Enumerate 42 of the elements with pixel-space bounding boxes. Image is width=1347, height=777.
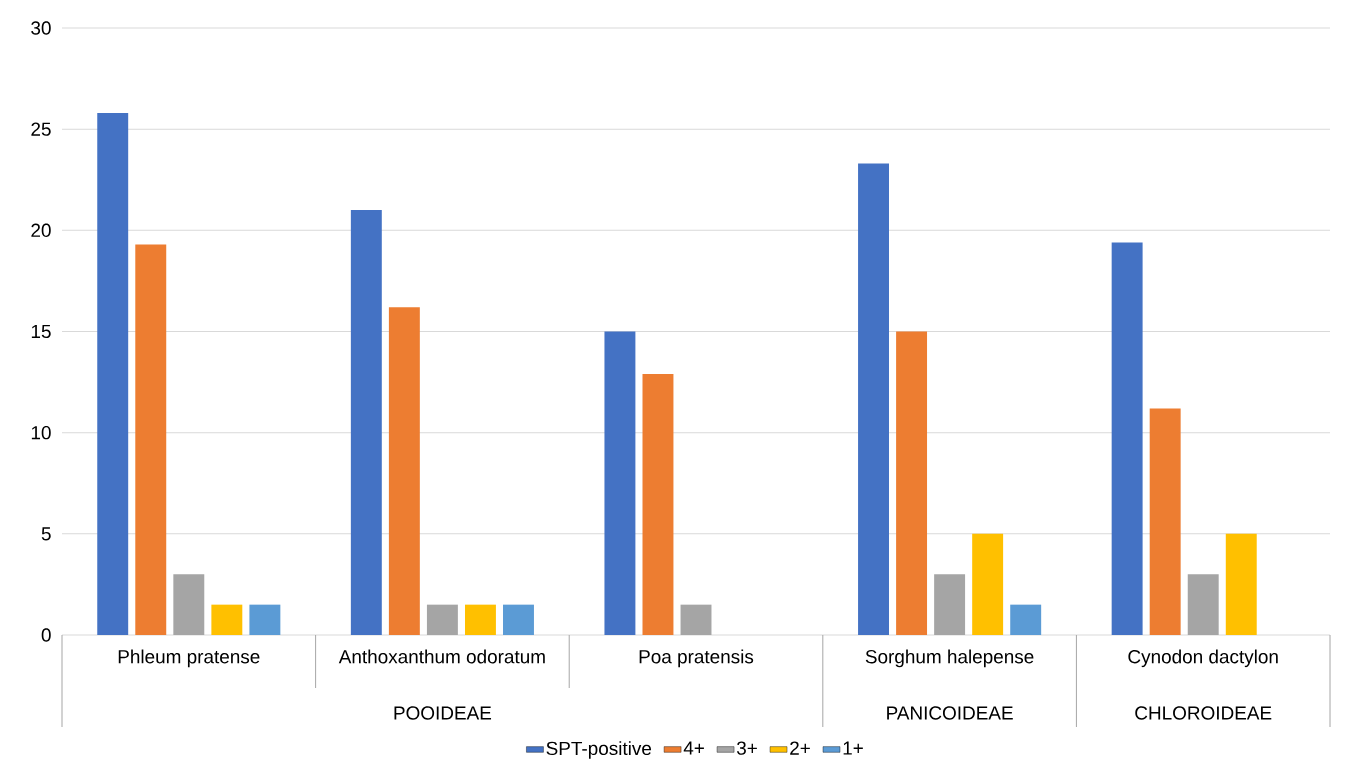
bar <box>249 604 281 635</box>
bar <box>896 331 928 635</box>
legend-label: 1+ <box>843 741 863 755</box>
bar <box>1010 604 1042 635</box>
y-tick-label: 0 <box>41 628 51 642</box>
text: CHLOROIDEAE <box>1135 706 1272 720</box>
x-tick-label: Poa pratensis <box>639 649 754 668</box>
text: PANICOIDEAE <box>887 706 1013 720</box>
y-tick-label: 25 <box>31 122 51 136</box>
bar <box>1149 408 1181 635</box>
x-tick-label: Anthoxanthum odoratum <box>338 649 545 664</box>
bar <box>426 604 458 635</box>
bar <box>934 574 966 635</box>
bar <box>388 307 420 635</box>
y-tick-label: 10 <box>31 425 51 440</box>
y-tick-label: 20 <box>31 223 51 238</box>
y-tick-label: 15 <box>31 324 51 339</box>
bar <box>350 210 382 635</box>
bar <box>604 331 636 635</box>
bar <box>642 373 674 635</box>
x-tick-label: Sorghum halepense <box>865 649 1034 668</box>
y-tick-label: 30 <box>31 21 51 35</box>
bar <box>858 163 889 635</box>
text: POOIDEAE <box>394 706 492 720</box>
legend-label: SPT-positive <box>546 741 652 759</box>
legend-label: 2+ <box>790 741 810 755</box>
bar <box>211 604 243 635</box>
bar <box>680 604 712 635</box>
bar <box>972 533 1004 635</box>
bar <box>464 604 496 635</box>
legend-label: 4+ <box>683 741 704 755</box>
bar <box>1225 533 1257 635</box>
bar <box>97 112 129 635</box>
x-tick-label: Cynodon dactylon <box>1128 649 1278 668</box>
y-tick-label: 5 <box>41 527 51 541</box>
x-tick-label: Phleum pratense <box>118 649 260 668</box>
bar <box>1187 574 1219 635</box>
bar <box>1111 242 1143 635</box>
bar <box>135 244 167 635</box>
bar <box>173 574 205 635</box>
legend-label: 3+ <box>736 741 757 755</box>
bar <box>503 604 534 635</box>
